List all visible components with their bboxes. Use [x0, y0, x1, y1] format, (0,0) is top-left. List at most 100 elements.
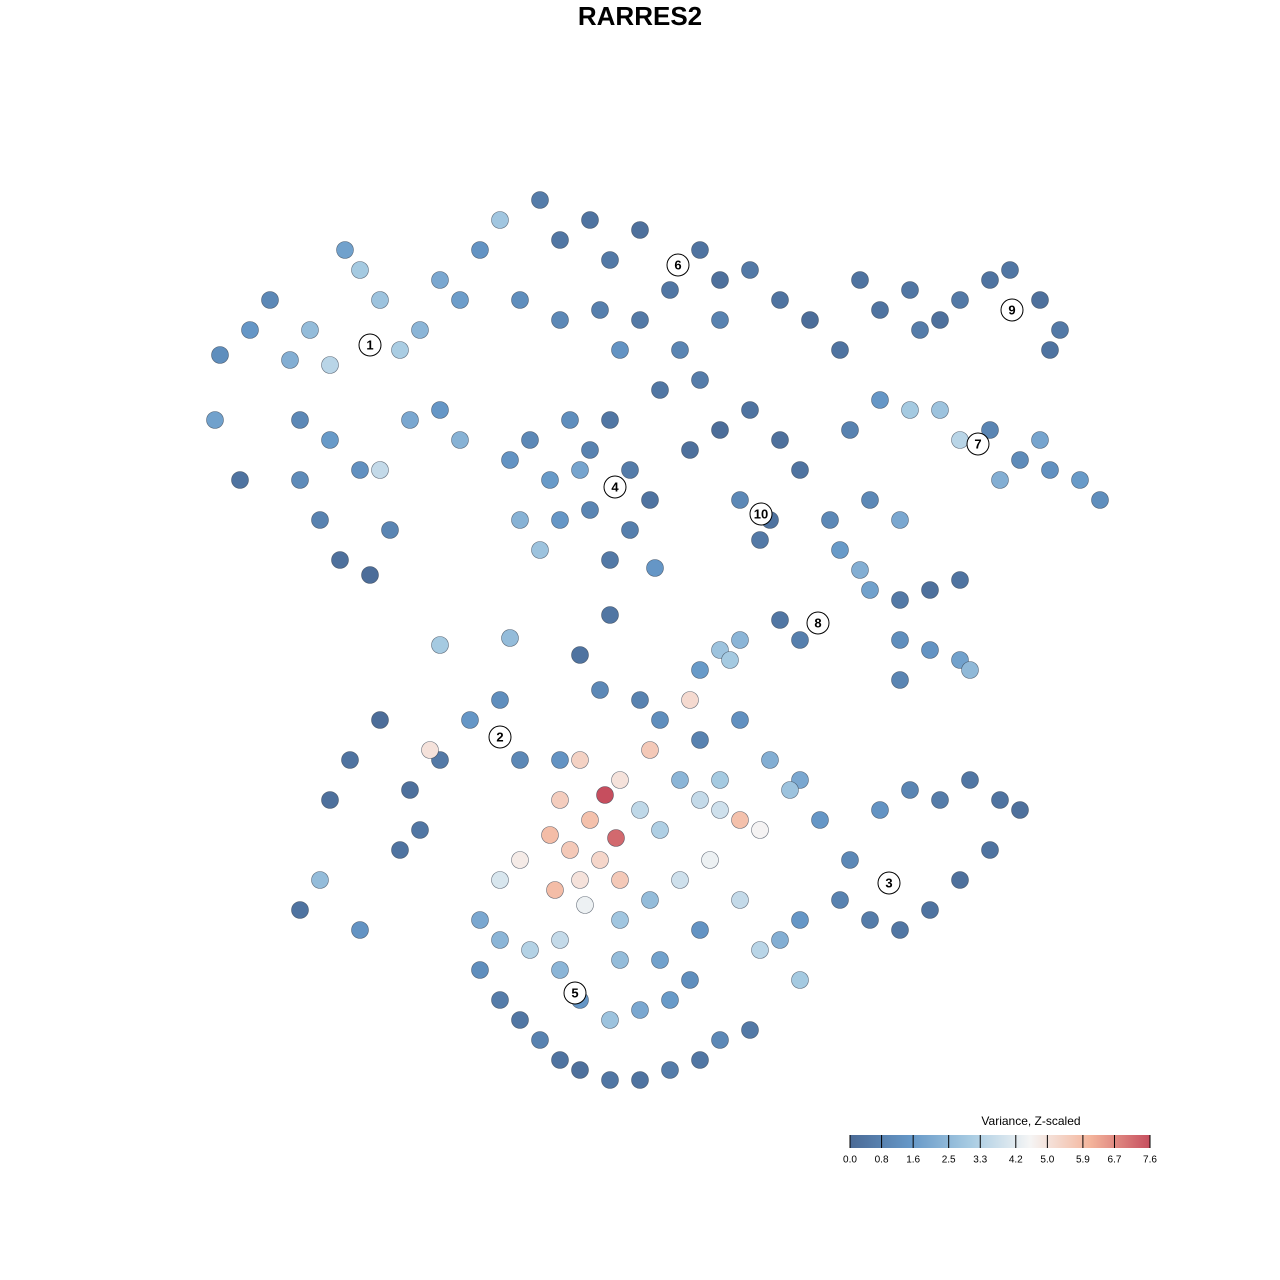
point: [741, 1021, 759, 1039]
point: [671, 341, 689, 359]
point: [691, 371, 709, 389]
point: [911, 321, 929, 339]
point: [621, 461, 639, 479]
point: [701, 851, 719, 869]
point: [631, 691, 649, 709]
point: [831, 341, 849, 359]
point: [811, 811, 829, 829]
point: [351, 261, 369, 279]
point: [791, 971, 809, 989]
point: [741, 401, 759, 419]
point: [1031, 431, 1049, 449]
point: [601, 1011, 619, 1029]
point: [581, 811, 599, 829]
point: [241, 321, 259, 339]
point: [581, 211, 599, 229]
point: [341, 751, 359, 769]
point: [611, 771, 629, 789]
point: [891, 591, 909, 609]
point: [891, 511, 909, 529]
point: [751, 941, 769, 959]
point: [491, 691, 509, 709]
point: [301, 321, 319, 339]
point: [921, 901, 939, 919]
point: [851, 271, 869, 289]
point: [731, 811, 749, 829]
point: [631, 1001, 649, 1019]
point: [691, 731, 709, 749]
point: [511, 751, 529, 769]
point: [1001, 261, 1019, 279]
point: [471, 241, 489, 259]
colorbar-tick-label: 6.7: [1108, 1155, 1122, 1166]
point: [581, 501, 599, 519]
colorbar-tick-label: 7.6: [1143, 1155, 1157, 1166]
point: [611, 341, 629, 359]
cluster-badge: [666, 253, 690, 277]
point: [731, 631, 749, 649]
point: [631, 221, 649, 239]
cluster-badge: [563, 981, 587, 1005]
point: [601, 606, 619, 624]
cluster-label: 9: [1008, 302, 1015, 317]
colorbar-tick-label: 3.3: [973, 1155, 987, 1166]
point: [711, 271, 729, 289]
point: [631, 311, 649, 329]
point: [551, 961, 569, 979]
point: [991, 791, 1009, 809]
point: [1011, 451, 1029, 469]
point: [771, 931, 789, 949]
point: [1031, 291, 1049, 309]
point: [501, 629, 519, 647]
point: [231, 471, 249, 489]
point: [711, 771, 729, 789]
point: [311, 511, 329, 529]
point: [601, 251, 619, 269]
point: [641, 891, 659, 909]
point: [1011, 801, 1029, 819]
colorbar-title: Variance, Z-scaled: [981, 1114, 1080, 1128]
point: [891, 921, 909, 939]
point: [531, 191, 549, 209]
point: [931, 791, 949, 809]
cluster-badge: [488, 725, 512, 749]
point: [681, 441, 699, 459]
point: [671, 771, 689, 789]
chart-title: RARRES2: [578, 1, 702, 31]
point: [901, 401, 919, 419]
point: [521, 941, 539, 959]
point: [841, 421, 859, 439]
point: [711, 1031, 729, 1049]
point: [731, 711, 749, 729]
point: [206, 411, 224, 429]
point: [621, 521, 639, 539]
point: [371, 461, 389, 479]
point: [641, 491, 659, 509]
cluster-badge: [603, 475, 627, 499]
cluster-label: 10: [754, 506, 768, 521]
point: [931, 401, 949, 419]
point: [651, 711, 669, 729]
point: [291, 471, 309, 489]
point: [431, 401, 449, 419]
point: [691, 921, 709, 939]
colorbar-tick-label: 0.0: [843, 1155, 857, 1166]
point: [591, 301, 609, 319]
point: [981, 841, 999, 859]
point: [791, 631, 809, 649]
point: [681, 691, 699, 709]
point: [691, 241, 709, 259]
cluster-badge: [1000, 298, 1024, 322]
point: [661, 1061, 679, 1079]
point: [451, 291, 469, 309]
point: [391, 841, 409, 859]
point: [491, 211, 509, 229]
point: [471, 961, 489, 979]
point: [581, 441, 599, 459]
point: [711, 421, 729, 439]
point: [801, 311, 819, 329]
point: [451, 431, 469, 449]
point: [951, 571, 969, 589]
point: [511, 1011, 529, 1029]
